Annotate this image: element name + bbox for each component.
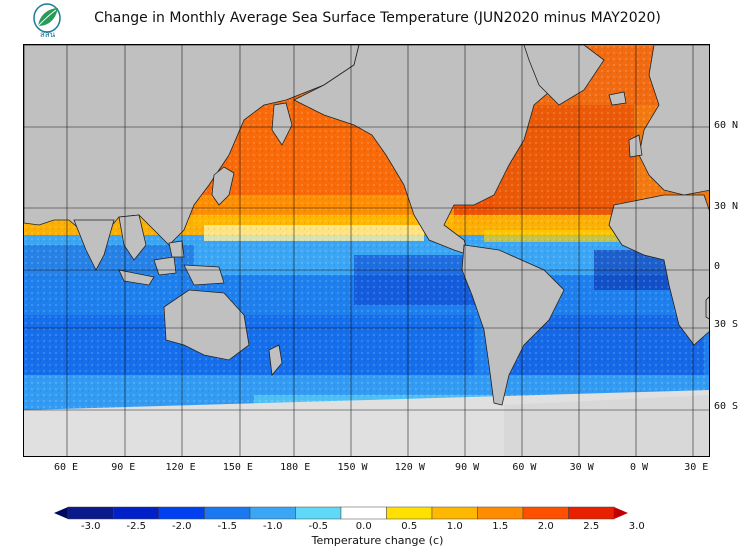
colorbar-segment (249, 506, 296, 520)
lon-label: 150 W (337, 462, 368, 473)
colorbar-tick-label: 2.5 (583, 521, 600, 532)
colorbar-tick-label: 3.0 (628, 521, 645, 532)
africa-landmass (608, 194, 709, 346)
sst-anomaly-map (23, 44, 710, 457)
map-title: Change in Monthly Average Sea Surface Te… (94, 10, 661, 26)
lon-label: 0 W (629, 462, 649, 473)
logo-text: สสน (40, 30, 56, 39)
colorbar-label: Temperature change (c) (311, 534, 444, 547)
north-america-landmass (293, 45, 570, 256)
greenland-landmass (523, 45, 605, 106)
lat-label: 60 S (714, 401, 739, 412)
lon-label: 90 E (111, 462, 136, 473)
india-landmass (73, 219, 115, 271)
colorbar-segment (340, 506, 387, 520)
lon-label: 30 E (684, 462, 709, 473)
colorbar-segment (477, 506, 524, 520)
colorbar-tick-label: -1.0 (262, 521, 283, 532)
lat-label: 30 N (714, 201, 739, 212)
lon-label: 90 W (455, 462, 480, 473)
lon-label: 30 W (569, 462, 594, 473)
colorbar-tick-label: 2.0 (537, 521, 554, 532)
colorbar-segment (568, 506, 615, 520)
colorbar-segment (158, 506, 205, 520)
europe-landmass (638, 45, 709, 196)
lon-label: 120 E (165, 462, 196, 473)
lat-label: 0 (714, 261, 721, 272)
lon-label: 120 W (394, 462, 425, 473)
lat-label: 60 N (714, 120, 739, 131)
colorbar-tick-label: -2.0 (171, 521, 192, 532)
australia-landmass (163, 289, 250, 361)
colorbar-segment (431, 506, 478, 520)
colorbar-tick-label: 1.5 (492, 521, 509, 532)
colorbar-segment (295, 506, 342, 520)
colorbar-tick-label: 0.5 (401, 521, 418, 532)
lon-label: 180 E (280, 462, 311, 473)
colorbar-tick-label: -2.5 (126, 521, 147, 532)
colorbar-high-arrow (614, 507, 628, 519)
temperature-colorbar (54, 506, 628, 520)
colorbar-tick-label: -1.5 (217, 521, 238, 532)
south-america-landmass (461, 244, 565, 406)
lat-label: 30 S (714, 319, 739, 330)
colorbar-segment (67, 506, 114, 520)
colorbar-segment (522, 506, 569, 520)
colorbar-tick-label: 0.0 (355, 521, 372, 532)
lon-label: 60 E (53, 462, 79, 473)
colorbar-tick-label: 1.0 (446, 521, 463, 532)
lon-label: 150 E (222, 462, 253, 473)
colorbar-segment (113, 506, 160, 520)
colorbar-segment (204, 506, 251, 520)
colorbar-tick-label: -0.5 (308, 521, 329, 532)
colorbar-segment (386, 506, 433, 520)
colorbar-tick-label: -3.0 (80, 521, 101, 532)
colorbar-low-arrow (54, 507, 68, 519)
lon-label: 60 W (512, 462, 537, 473)
leaf-logo-icon (33, 3, 61, 33)
asia-landmass (24, 45, 360, 246)
